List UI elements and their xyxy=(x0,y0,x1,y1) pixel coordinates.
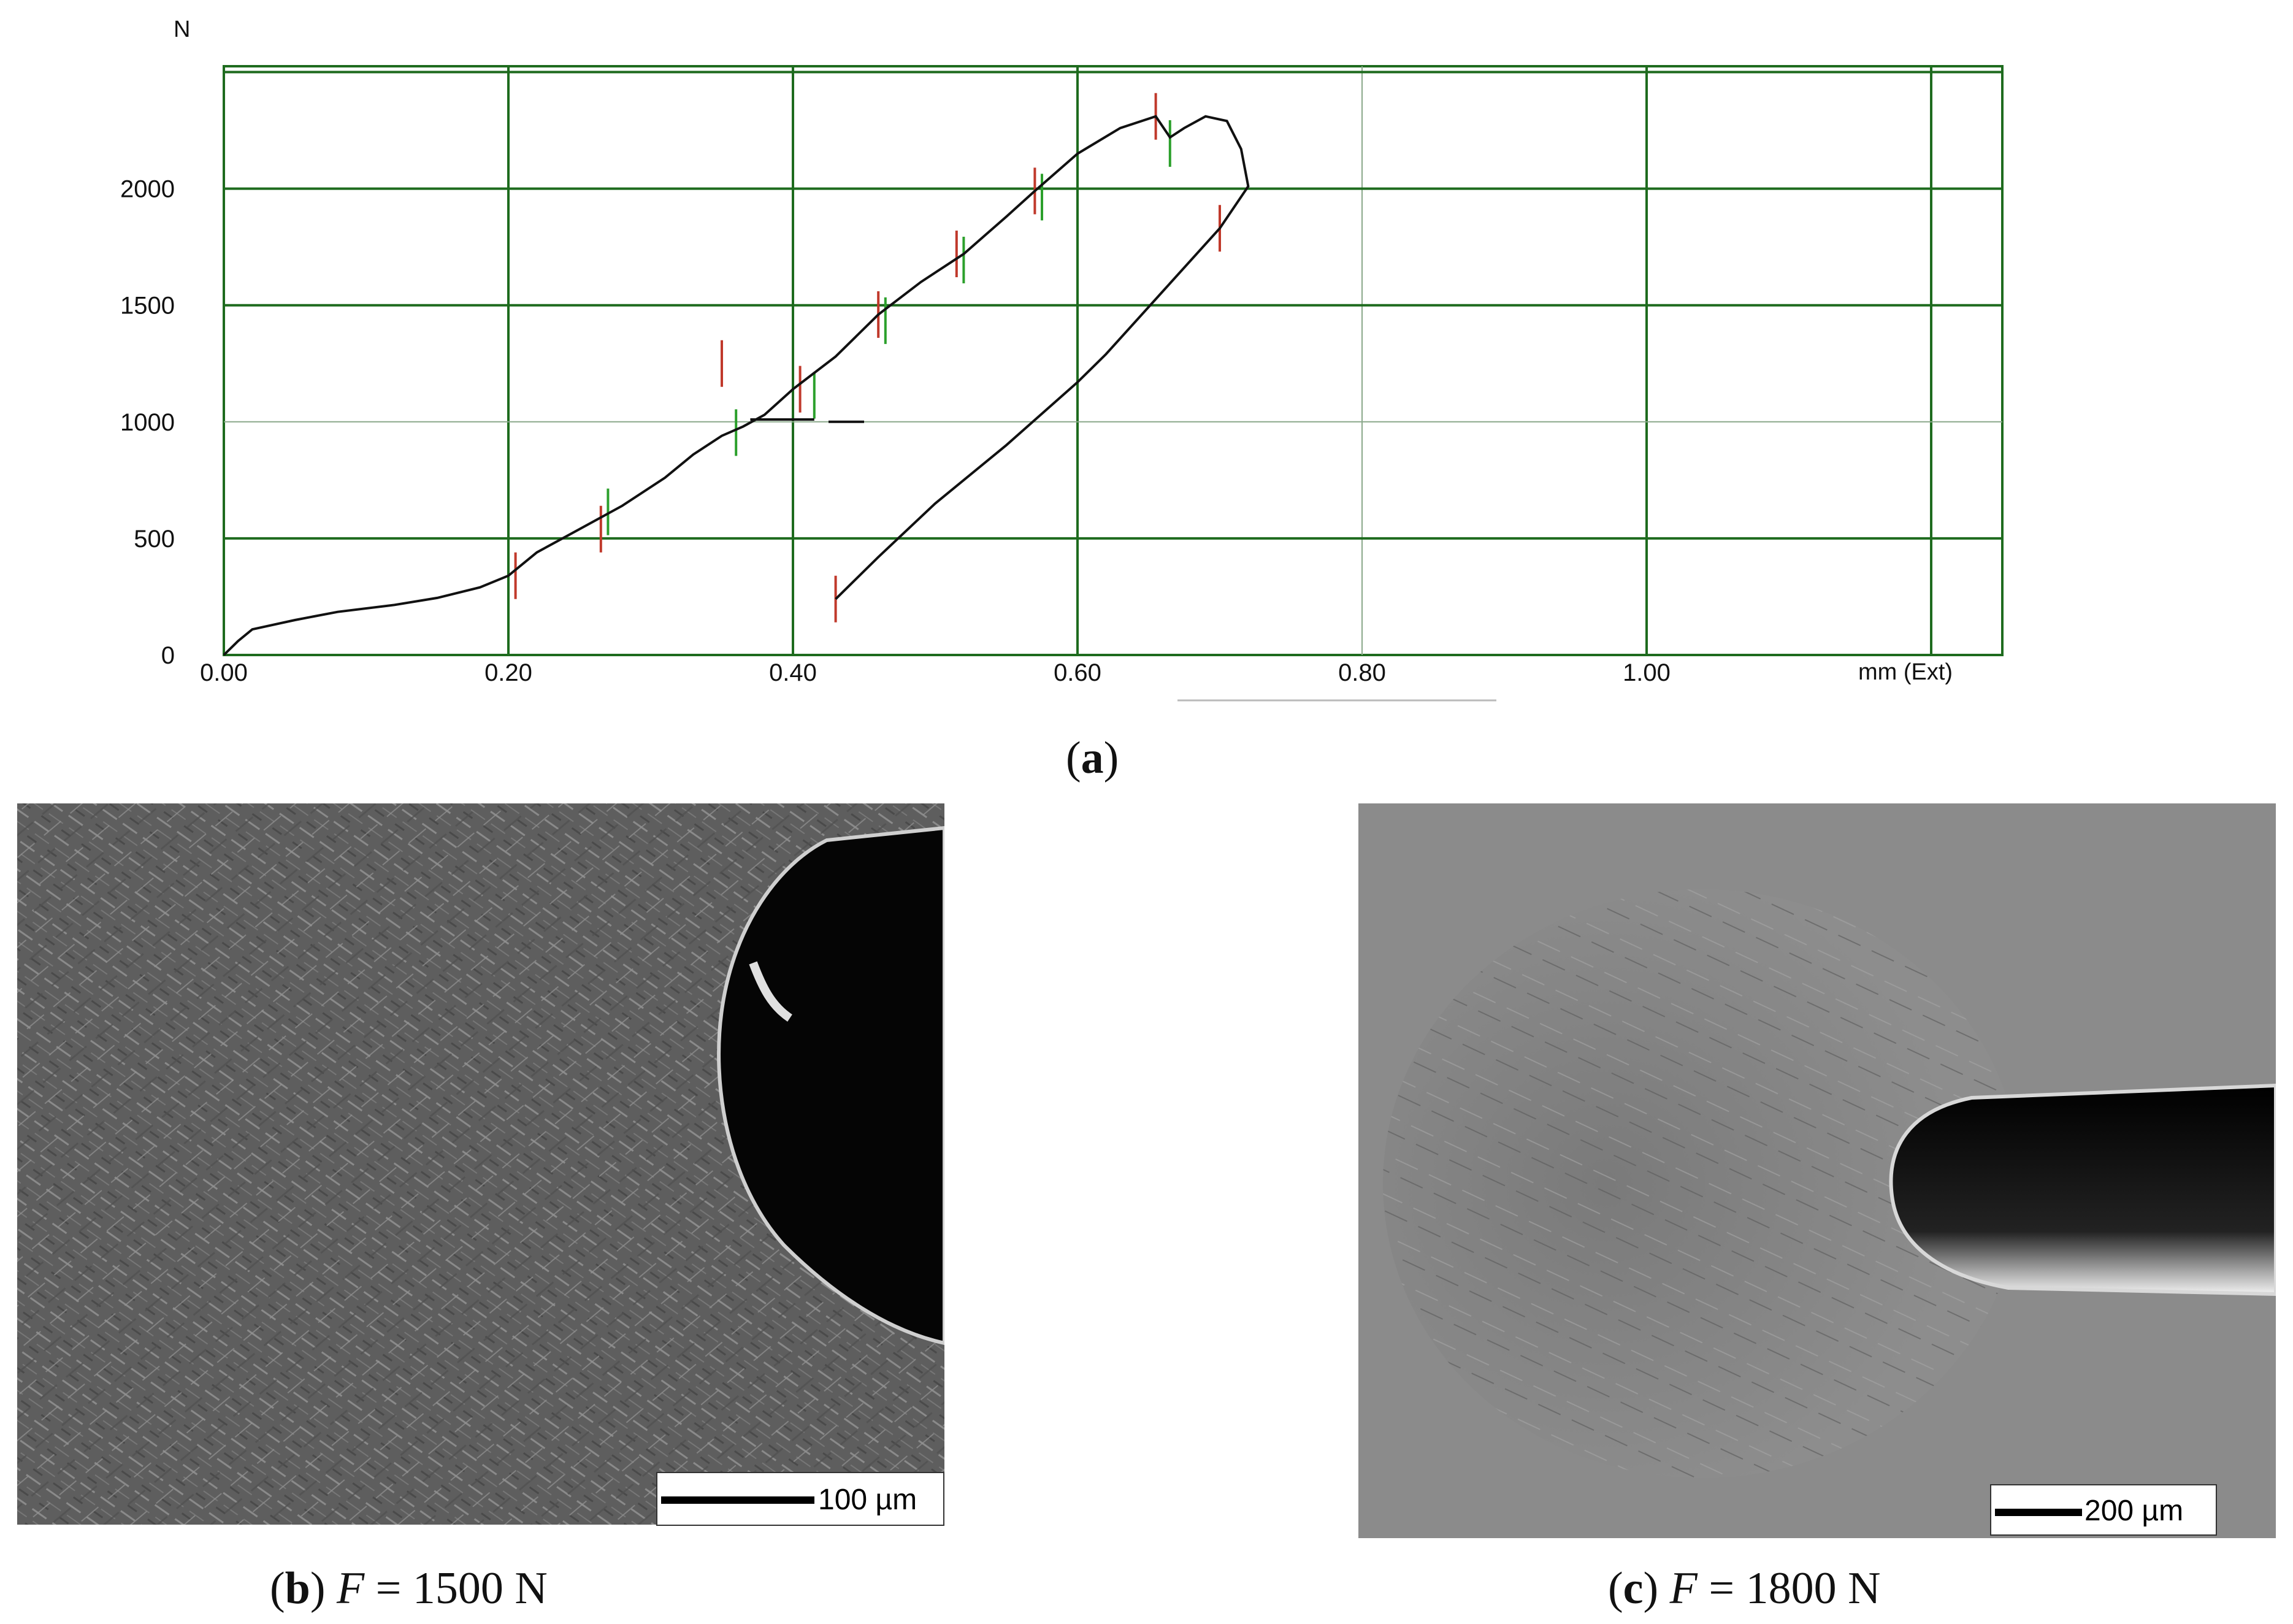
scale-bar-b: 100 µm xyxy=(656,1472,944,1526)
scale-bar-c: 200 µm xyxy=(1990,1484,2217,1536)
caption-b-text: = 1500 N xyxy=(364,1563,548,1614)
x-axis-label: mm (Ext) xyxy=(1858,659,1953,685)
chart-grid xyxy=(223,65,2004,656)
x-tick-label: 0.20 xyxy=(484,659,532,686)
caption-c-letter: c xyxy=(1623,1563,1644,1614)
sem-image-c-graphic xyxy=(1358,803,2276,1538)
x-tick-label: 0.80 xyxy=(1338,659,1386,686)
y-tick-label: 2000 xyxy=(120,176,175,203)
caption-c: (c) F = 1800 N xyxy=(1608,1563,1881,1614)
x-tick-label: 0.40 xyxy=(769,659,817,686)
chart-tick-labels: 0.00 0.20 0.40 0.60 0.80 1.00 0 500 1000 1500 2000 xyxy=(120,176,1671,686)
caption-b-letter: b xyxy=(285,1563,310,1614)
y-tick-label: 0 xyxy=(161,642,175,669)
caption-a: (a) xyxy=(1066,733,1119,783)
sem-image-c xyxy=(1358,803,2276,1538)
x-tick-label: 0.60 xyxy=(1054,659,1101,686)
scale-bar-c-label: 200 µm xyxy=(2084,1495,2184,1527)
y-tick-label: 1000 xyxy=(120,409,175,436)
caption-b-variable: F xyxy=(336,1563,365,1614)
x-tick-label: 0.00 xyxy=(200,659,248,686)
caption-c-text: = 1800 N xyxy=(1697,1563,1881,1614)
caption-b: (b) F = 1500 N xyxy=(270,1563,548,1614)
sem-image-b-graphic xyxy=(17,803,944,1525)
y-axis-label: N xyxy=(174,17,190,42)
scale-bar-c-line xyxy=(1995,1509,2082,1516)
chart-markers xyxy=(514,93,1221,622)
force-displacement-chart: 0.00 0.20 0.40 0.60 0.80 1.00 0 500 1000 1500 2000… xyxy=(120,17,2004,702)
sem-image-b xyxy=(17,803,944,1525)
y-tick-label: 500 xyxy=(134,526,175,553)
scale-bar-b-label: 100 µm xyxy=(818,1484,917,1516)
plot-frame xyxy=(223,65,2004,656)
x-tick-label: 1.00 xyxy=(1623,659,1671,686)
caption-a-letter: a xyxy=(1081,733,1104,783)
caption-c-variable: F xyxy=(1669,1563,1698,1614)
y-tick-label: 1500 xyxy=(120,293,175,320)
series-line xyxy=(223,115,1250,656)
scale-bar-b-line xyxy=(661,1496,814,1504)
